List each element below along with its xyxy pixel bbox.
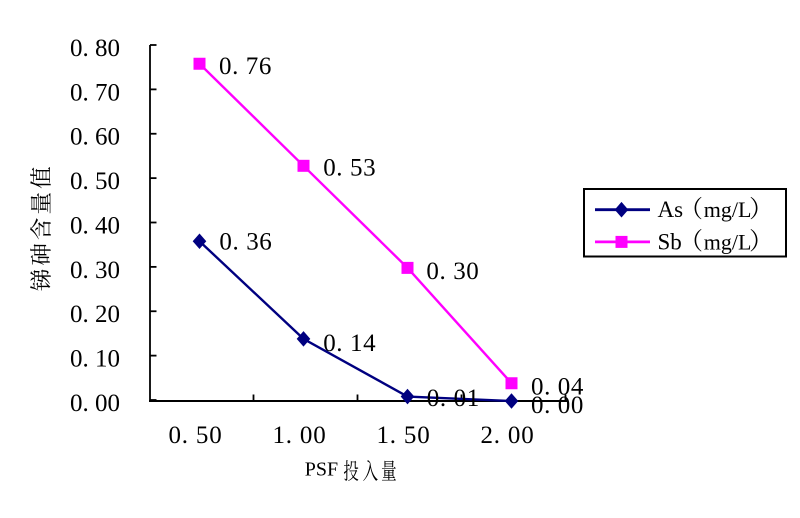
svg-text:2. 00: 2. 00: [481, 422, 535, 449]
svg-text:mg/L: mg/L: [704, 197, 752, 222]
svg-text:0. 00: 0. 00: [531, 392, 584, 419]
svg-text:As: As: [658, 197, 684, 222]
svg-text:0. 00: 0. 00: [70, 390, 120, 417]
svg-text:0. 50: 0. 50: [70, 168, 120, 195]
svg-text:mg/L: mg/L: [704, 229, 752, 254]
svg-text:0. 20: 0. 20: [70, 301, 120, 328]
svg-text:0. 30: 0. 30: [70, 257, 120, 284]
svg-text:0. 80: 0. 80: [70, 35, 120, 62]
svg-text:0. 01: 0. 01: [427, 385, 480, 412]
svg-text:0. 36: 0. 36: [219, 228, 272, 255]
svg-text:1. 00: 1. 00: [273, 422, 327, 449]
svg-text:0. 60: 0. 60: [70, 124, 120, 151]
svg-text:Sb: Sb: [658, 229, 682, 254]
svg-text:0. 70: 0. 70: [70, 79, 120, 106]
svg-text:PSF: PSF: [305, 459, 338, 481]
svg-text:0. 40: 0. 40: [70, 212, 120, 239]
svg-text:0. 76: 0. 76: [219, 53, 272, 80]
svg-text:0. 30: 0. 30: [426, 258, 479, 285]
svg-text:0. 50: 0. 50: [169, 422, 223, 449]
svg-text:1. 50: 1. 50: [377, 422, 431, 449]
svg-text:0. 10: 0. 10: [70, 346, 120, 373]
svg-text:0. 14: 0. 14: [323, 330, 376, 357]
svg-text:0. 53: 0. 53: [323, 154, 376, 181]
svg-text:0. 04: 0. 04: [531, 374, 584, 401]
